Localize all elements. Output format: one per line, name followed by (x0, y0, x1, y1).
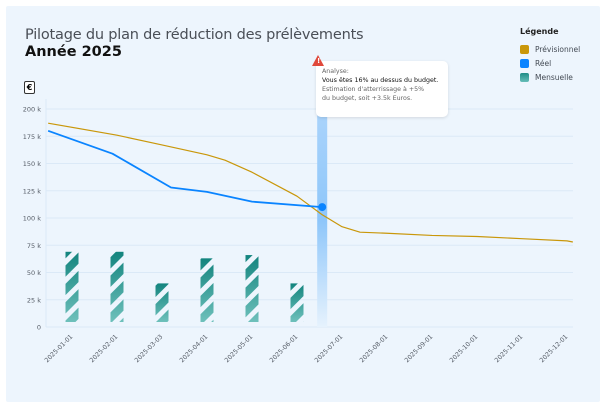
y-tick-label: 100 k (23, 215, 41, 223)
legend-swatch (520, 72, 529, 82)
x-tick-label: 2025-06-01 (269, 333, 300, 364)
y-tick-label: 0 (37, 324, 41, 332)
legend-swatch (520, 44, 529, 54)
legend-item-previsionnel[interactable]: Prévisionnel (520, 42, 580, 56)
x-tick-label: 2025-03-03 (134, 333, 165, 364)
tooltip-line: Estimation d'atterrissage à +5% (322, 86, 425, 93)
y-tick-label: 175 k (23, 133, 41, 141)
y-tick-label: 200 k (23, 106, 41, 114)
bar-mensuelle (200, 258, 214, 322)
chart-card (6, 6, 600, 402)
x-tick-label: 2025-07-01 (314, 333, 345, 364)
bar-mensuelle (290, 283, 304, 322)
chart-title: Pilotage du plan de réduction des prélèv… (25, 27, 364, 43)
warning-icon: ! (312, 55, 324, 66)
x-tick-label: 2025-05-01 (224, 333, 255, 364)
y-tick-label: 25 k (27, 296, 41, 304)
bar-mensuelle (155, 283, 169, 322)
highlight-band (317, 115, 328, 327)
bar-mensuelle (245, 255, 259, 322)
y-tick-label: 125 k (23, 187, 41, 195)
x-tick-label: 2025-01-01 (44, 333, 75, 364)
x-tick-label: 2025-12-01 (539, 333, 570, 364)
legend-label: Prévisionnel (535, 44, 581, 54)
x-tick-label: 2025-09-01 (404, 333, 435, 364)
y-tick-label: 50 k (27, 269, 41, 277)
legend-label: Réel (535, 58, 552, 68)
tooltip-title: Analyse: (322, 68, 349, 75)
legend-title: Légende (520, 27, 559, 36)
analysis-tooltip: Analyse: Vous êtes 16% au dessus du budg… (316, 61, 448, 117)
bar-mensuelle (110, 251, 124, 322)
x-tick-label: 2025-08-01 (359, 333, 390, 364)
legend-item-mensuelle[interactable]: Mensuelle (520, 70, 580, 84)
y-tick-label: 150 k (23, 160, 41, 168)
bar-mensuelle (65, 251, 79, 322)
x-tick-label: 2025-11-01 (494, 333, 525, 364)
reel-current-point (318, 203, 327, 212)
legend-swatch (520, 58, 529, 68)
tooltip-line: Vous êtes 16% au dessus du budget. (322, 77, 439, 84)
tooltip-line: du budget, soit +3.5k Euros. (322, 95, 413, 102)
legend-label: Mensuelle (535, 72, 573, 82)
x-tick-label: 2025-04-01 (179, 333, 210, 364)
line-previsionnel (48, 122, 573, 243)
legend-item-reel[interactable]: Réel (520, 56, 580, 70)
x-tick-label: 2025-10-01 (449, 333, 480, 364)
line-reel (47, 129, 323, 208)
chart-subtitle: Année 2025 (25, 44, 122, 60)
x-tick-label: 2025-02-01 (89, 333, 120, 364)
y-tick-label: 75 k (27, 242, 41, 250)
euro-icon: € (24, 81, 35, 94)
legend: Légende Prévisionnel Réel Mensuelle (520, 27, 580, 84)
